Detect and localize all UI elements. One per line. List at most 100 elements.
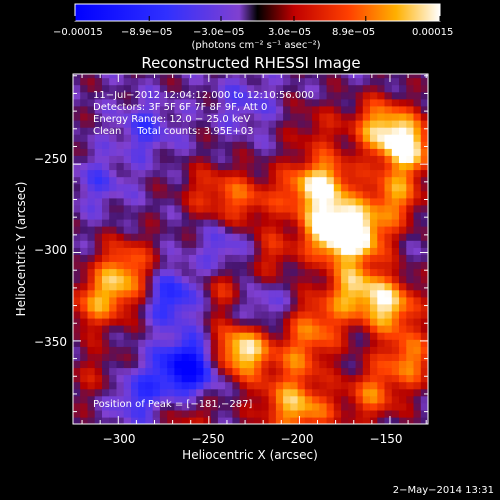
heatmap-cell [102, 381, 110, 390]
heatmap-cell [377, 325, 386, 333]
heatmap-cell [268, 317, 277, 326]
heatmap-cell [420, 409, 428, 418]
heatmap-cell [261, 346, 270, 354]
heatmap-cell [145, 226, 154, 234]
heatmap-cell [290, 233, 299, 241]
heatmap-cell [254, 367, 262, 376]
heatmap-cell [188, 303, 197, 312]
heatmap-cell [145, 275, 154, 284]
heatmap-cell [80, 289, 88, 298]
heatmap-cell [138, 204, 146, 213]
heatmap-cell [261, 268, 270, 277]
heatmap-cell [73, 218, 81, 227]
heatmap-cell [319, 183, 328, 192]
heatmap-cell [203, 310, 212, 319]
heatmap-cell [275, 247, 284, 255]
heatmap-cell [348, 176, 357, 185]
heatmap-cell [145, 141, 154, 149]
heatmap-cell [348, 155, 357, 163]
heatmap-cell [196, 134, 204, 142]
heatmap-cell [210, 112, 219, 121]
heatmap-cell [210, 84, 219, 93]
heatmap-cell [355, 416, 364, 424]
heatmap-cell [167, 374, 175, 383]
heatmap-cell [94, 254, 103, 262]
heatmap-cell [131, 254, 139, 262]
heatmap-cell [210, 183, 219, 192]
heatmap-cell [254, 176, 262, 185]
heatmap-cell [73, 77, 81, 86]
heatmap-cell [333, 77, 342, 86]
heatmap-cell [174, 310, 183, 319]
heatmap-cell [312, 211, 320, 220]
heatmap-cell [217, 282, 226, 291]
heatmap-cell [80, 332, 88, 340]
heatmap-cell [73, 325, 81, 333]
heatmap-cell [225, 127, 233, 135]
heatmap-cell [355, 211, 364, 220]
heatmap-cell [159, 112, 168, 121]
heatmap-cell [377, 120, 386, 128]
heatmap-cell [413, 91, 422, 100]
heatmap-cell [275, 268, 284, 277]
heatmap-cell [116, 402, 125, 411]
heatmap-cell [188, 120, 197, 128]
heatmap-cell [341, 197, 349, 206]
heatmap-cell [239, 374, 248, 383]
heatmap-cell [159, 77, 168, 86]
heatmap-cell [326, 353, 335, 361]
heatmap-cell [377, 402, 386, 411]
heatmap-cell [159, 240, 168, 248]
heatmap-cell [406, 141, 415, 149]
heatmap-cell [73, 141, 81, 149]
heatmap-cell [420, 282, 428, 291]
heatmap-cell [73, 155, 81, 163]
heatmap-cell [268, 247, 277, 255]
heatmap-cell [326, 310, 335, 319]
chart-title: Reconstructed RHESSI Image [141, 54, 360, 72]
heatmap-cell [283, 169, 291, 178]
heatmap-cell [123, 289, 132, 298]
heatmap-cell [145, 310, 154, 319]
heatmap-cell [391, 282, 400, 291]
heatmap-cell [87, 268, 96, 277]
heatmap-cell [225, 77, 233, 86]
heatmap-cell [420, 254, 428, 262]
heatmap-cell [413, 162, 422, 171]
heatmap-cell [102, 134, 110, 142]
heatmap-cell [377, 74, 386, 79]
heatmap-cell [109, 282, 117, 291]
heatmap-cell [210, 105, 219, 114]
heatmap-cell [225, 112, 233, 121]
heatmap-cell [225, 317, 233, 326]
heatmap-cell [225, 105, 233, 114]
heatmap-cell [188, 91, 197, 100]
heatmap-cell [109, 325, 117, 333]
heatmap-cell [102, 310, 110, 319]
heatmap-cell [275, 296, 284, 305]
heatmap-cell [167, 74, 175, 79]
heatmap-cell [304, 183, 313, 192]
heatmap-cell [341, 98, 349, 107]
heatmap-cell [239, 197, 248, 206]
heatmap-cell [80, 409, 88, 418]
heatmap-cell [73, 105, 81, 114]
heatmap-cell [225, 268, 233, 277]
heatmap-cell [290, 339, 299, 347]
heatmap-cell [94, 169, 103, 178]
heatmap-cell [123, 84, 132, 93]
heatmap-cell [312, 409, 320, 418]
heatmap-cell [319, 134, 328, 142]
heatmap-cell [384, 233, 393, 241]
heatmap-cell [145, 148, 154, 156]
heatmap-cell [268, 254, 277, 262]
heatmap-cell [167, 233, 175, 241]
heatmap-cell [239, 91, 248, 100]
heatmap-cell [355, 162, 364, 171]
heatmap-cell [109, 120, 117, 128]
heatmap-cell [341, 74, 349, 79]
heatmap-cell [131, 346, 139, 354]
heatmap-cell [152, 317, 161, 326]
heatmap-cell [174, 332, 183, 340]
heatmap-cell [391, 233, 400, 241]
